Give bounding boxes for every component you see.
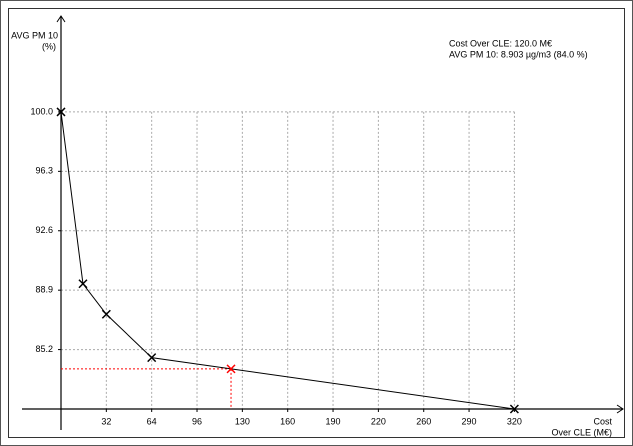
marker	[78, 279, 88, 289]
x-tick-label: 160	[280, 416, 295, 426]
highlight-marker	[226, 364, 236, 374]
y-tick-label: 85.2	[35, 344, 53, 354]
x-tick-label: 96	[192, 416, 202, 426]
marker	[509, 404, 519, 414]
marker	[56, 107, 66, 117]
x-tick-label: 320	[507, 416, 522, 426]
annotation: Cost Over CLE: 120.0 M€	[449, 38, 552, 48]
x-tick-label: 290	[462, 416, 477, 426]
marker	[147, 353, 157, 363]
y-tick-label: 100.0	[30, 106, 53, 116]
x-tick-label: 260	[416, 416, 431, 426]
plot-frame	[8, 8, 625, 438]
x-axis-label: Over CLE (M€)	[551, 427, 612, 437]
y-tick-label: 88.9	[35, 285, 53, 295]
x-axis-arrow	[616, 404, 624, 414]
y-tick-label: 92.6	[35, 225, 53, 235]
y-axis-label: (%)	[42, 41, 56, 51]
marker	[101, 309, 111, 319]
x-tick-label: 32	[101, 416, 111, 426]
y-axis-arrow	[56, 15, 66, 23]
x-tick-label: 130	[235, 416, 250, 426]
x-tick-label: 190	[326, 416, 341, 426]
x-tick-label: 64	[147, 416, 157, 426]
y-axis-label: AVG PM 10	[11, 30, 58, 40]
x-axis-label: Cost	[593, 416, 612, 426]
x-tick-label: 220	[371, 416, 386, 426]
y-tick-label: 96.3	[35, 166, 53, 176]
annotation: AVG PM 10: 8.903 µg/m3 (84.0 %)	[449, 49, 588, 59]
